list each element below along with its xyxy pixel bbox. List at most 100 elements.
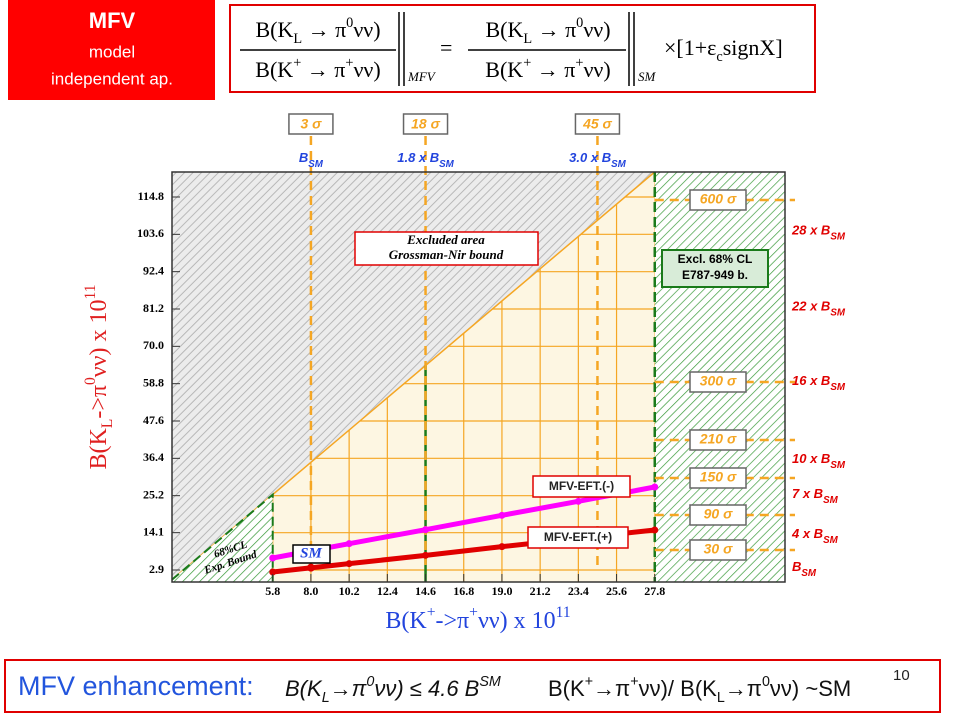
text-part: ->π <box>86 385 112 419</box>
text-part: SM <box>479 674 501 690</box>
text-part: 11 <box>556 604 571 621</box>
numerator: B(KL → π0νν) <box>485 15 610 47</box>
sigma-label: 300 σ <box>700 373 737 389</box>
text-part: νν) <box>583 17 610 42</box>
text-part: SM <box>611 159 627 170</box>
x-tick-label: 25.6 <box>606 584 627 598</box>
text-part: signX <box>723 35 776 60</box>
sigma-box <box>689 539 747 561</box>
text-part: 1.8 x B <box>397 150 439 165</box>
text-part: B <box>299 150 308 165</box>
text-part: + <box>630 674 638 690</box>
formula: B(KL → π0νν)B(K+ → π+νν) MFV=B(KL → π0νν)… <box>240 12 783 86</box>
text-part: B(K <box>255 17 293 42</box>
formula-equals: = <box>440 35 452 60</box>
text-part: + <box>293 55 301 71</box>
x-tick-label: 8.0 <box>303 584 318 598</box>
text-part: L <box>293 31 302 47</box>
excl-label: E787-949 b. <box>682 268 748 282</box>
right-label: BSM <box>792 559 817 579</box>
text-part: L <box>523 31 532 47</box>
y-axis-label: B(KL->π0νν) x 1011 <box>82 284 116 469</box>
text-part: →π <box>593 676 630 701</box>
text-part: ->π <box>435 608 469 634</box>
y-tick-label: 58.8 <box>143 375 164 389</box>
y-tick-label: 70.0 <box>143 338 164 352</box>
text-part: B(K <box>385 608 427 634</box>
sigma-box <box>288 113 334 135</box>
sm-box <box>292 544 331 564</box>
text-part: 0 <box>762 674 770 690</box>
text-part: c <box>716 49 722 65</box>
right-label: 10 x BSM <box>792 451 846 471</box>
title-line: independent ap. <box>51 69 173 88</box>
text-part: νν) <box>583 57 610 82</box>
y-tick-label: 14.1 <box>143 524 164 538</box>
summary-ratio: B(K+→π+νν)/ B(KL→π0νν) ~SM <box>548 674 851 706</box>
text-part: SM <box>308 159 324 170</box>
bound-label: Grossman-Nir bound <box>389 247 504 262</box>
text-part: SM <box>830 308 846 319</box>
text-part: → π <box>301 57 345 82</box>
text-part: + <box>585 674 593 690</box>
bound-label: Excluded area <box>406 232 485 247</box>
sigma-box <box>689 371 747 393</box>
series-point <box>269 554 277 562</box>
text-part: 0 <box>366 674 374 690</box>
text-part: SM <box>823 495 839 506</box>
denominator: B(K+ → π+νν) <box>255 55 380 82</box>
bound-box <box>354 231 539 266</box>
x-tick-label: 14.6 <box>415 584 436 598</box>
legend-label: MFV-EFT.(-) <box>549 479 614 493</box>
right-label: 7 x BSM <box>792 486 839 506</box>
text-part: νν) x 10 <box>86 299 112 377</box>
series-point <box>498 543 506 551</box>
series-point <box>422 526 430 534</box>
text-part: + <box>345 55 353 71</box>
text-part: B(K <box>285 676 323 701</box>
formula-factor: ×[1+εcsignX] <box>664 35 783 65</box>
text-part: 4 x B <box>791 526 823 541</box>
x-tick-label: 27.8 <box>644 584 665 598</box>
text-part: + <box>575 55 583 71</box>
text-part: →π <box>330 676 368 701</box>
text-part: → π <box>531 57 575 82</box>
text-part: ] <box>775 35 782 60</box>
exp-bound-line <box>171 492 274 582</box>
text-part: 0 <box>82 377 99 385</box>
series-line <box>272 484 656 561</box>
text-part: B(K <box>548 676 585 701</box>
right-label: 28 x BSM <box>791 223 846 243</box>
sigma-label: 150 σ <box>700 469 737 485</box>
sigma-label: 30 σ <box>704 541 733 557</box>
sigma-label: 18 σ <box>411 116 440 132</box>
summary-box <box>4 659 941 713</box>
x-axis-label: B(K+->π+νν) x 1011 <box>385 604 570 633</box>
title-line: model <box>89 42 135 61</box>
text-part: B <box>792 559 801 574</box>
right-label: 4 x BSM <box>791 526 839 546</box>
y-tick-label: 2.9 <box>149 562 164 576</box>
legend-box <box>527 526 629 549</box>
sigma-box <box>402 113 449 135</box>
text-part: B(K <box>485 57 523 82</box>
text-part: 22 x B <box>791 299 830 314</box>
text-part: 28 x B <box>791 223 830 238</box>
x-tick-label: 5.8 <box>265 584 280 598</box>
summary-bound: B(KL→π0νν) ≤ 4.6 BSM <box>285 674 501 706</box>
text-part: νν) <box>353 57 380 82</box>
reference-label: 3.0 x BSM <box>569 150 626 170</box>
text-part: SM <box>801 568 817 579</box>
text-part: B(K <box>485 17 523 42</box>
y-tick-label: 114.8 <box>138 189 164 203</box>
summary-title: MFV enhancement: <box>18 671 254 701</box>
legend-label: MFV-EFT.(+) <box>544 530 612 544</box>
series-point <box>651 526 659 534</box>
x-tick-label: 16.8 <box>453 584 474 598</box>
sigma-box <box>574 113 621 135</box>
sigma-box <box>689 467 747 489</box>
sm-point <box>306 563 315 572</box>
text-part: L <box>322 690 330 706</box>
